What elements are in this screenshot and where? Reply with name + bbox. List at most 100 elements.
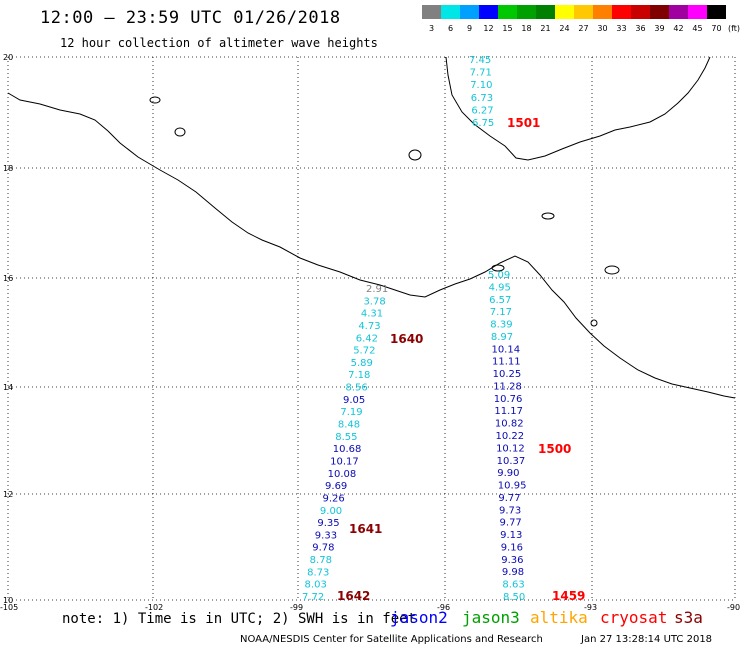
wave-height-value: 2.91 bbox=[366, 284, 388, 295]
wave-height-value: 9.05 bbox=[343, 395, 365, 406]
wave-height-value: 9.33 bbox=[315, 530, 337, 541]
legend-unit: (ft) bbox=[728, 24, 740, 33]
legend-swatch bbox=[574, 5, 593, 19]
timestamp: Jan 27 13:28:14 UTC 2018 bbox=[581, 634, 713, 645]
wave-height-value: 7.72 bbox=[302, 592, 324, 603]
wave-height-value: 9.13 bbox=[500, 530, 522, 541]
wave-height-value: 8.03 bbox=[305, 580, 327, 591]
wave-height-value: 5.72 bbox=[353, 346, 375, 357]
lat-tick-label: 14 bbox=[3, 383, 13, 392]
wave-height-value: 8.56 bbox=[346, 383, 368, 394]
island-outline bbox=[149, 96, 161, 104]
wave-height-value: 10.37 bbox=[497, 456, 526, 467]
wave-height-value: 7.10 bbox=[470, 80, 492, 91]
legend-label: 27 bbox=[578, 24, 588, 33]
legend-label: 9 bbox=[467, 24, 472, 33]
wave-height-value: 6.42 bbox=[356, 333, 378, 344]
lat-tick-label: 18 bbox=[3, 164, 13, 173]
pass-time-label: 1642 bbox=[337, 589, 370, 603]
pass-time-label: 1501 bbox=[507, 116, 540, 130]
wave-height-value: 10.76 bbox=[494, 394, 523, 405]
pass-time-label: 1459 bbox=[552, 589, 585, 603]
island-outline bbox=[408, 149, 422, 161]
wave-height-value: 10.14 bbox=[491, 344, 520, 355]
wave-height-value: 7.71 bbox=[470, 68, 492, 79]
footer-note: note: 1) Time is in UTC; 2) SWH is in fe… bbox=[62, 611, 417, 627]
wave-height-value: 11.28 bbox=[493, 381, 522, 392]
coastline bbox=[7, 56, 736, 399]
legend-swatch bbox=[422, 5, 441, 19]
wave-height-tracks: 2.913.78 4.314.736.42 5.725.897.18 8.569.05… bbox=[302, 55, 585, 603]
wave-height-value: 10.08 bbox=[328, 469, 357, 480]
legend-swatch bbox=[555, 5, 574, 19]
wave-height-value: 9.26 bbox=[322, 493, 344, 504]
wave-height-value: 5.89 bbox=[351, 358, 373, 369]
legend-label: 30 bbox=[597, 24, 607, 33]
lat-tick-label: 16 bbox=[3, 274, 13, 283]
wave-height-value: 3.78 bbox=[363, 296, 385, 307]
legend-label: 18 bbox=[521, 24, 531, 33]
legend-swatch bbox=[612, 5, 631, 19]
coastline-pacific bbox=[7, 92, 736, 399]
wave-height-value: 9.78 bbox=[312, 543, 334, 554]
wave-height-value: 4.95 bbox=[489, 282, 511, 293]
legend-swatch bbox=[460, 5, 479, 19]
legend-swatch bbox=[441, 5, 460, 19]
legend-label: 24 bbox=[559, 24, 569, 33]
lon-tick-label: -93 bbox=[584, 603, 597, 612]
legend-label: 36 bbox=[635, 24, 645, 33]
pass-time-label: 1500 bbox=[538, 442, 571, 456]
wave-height-value: 10.25 bbox=[493, 369, 522, 380]
lon-tick-label: -102 bbox=[145, 603, 163, 612]
page-title: 12:00 – 23:59 UTC 01/26/2018 bbox=[40, 8, 341, 28]
wave-height-value: 8.50 bbox=[503, 592, 525, 603]
lon-tick-label: -99 bbox=[290, 603, 303, 612]
wave-height-value: 10.12 bbox=[496, 443, 525, 454]
island-outline bbox=[590, 319, 598, 327]
wave-height-value: 9.73 bbox=[499, 505, 521, 516]
lon-tick-label: -96 bbox=[437, 603, 450, 612]
wave-height-value: 9.69 bbox=[325, 481, 347, 492]
wave-height-value: 7.45 bbox=[469, 55, 491, 66]
lat-tick-label: 20 bbox=[3, 53, 13, 62]
legend-label: 39 bbox=[654, 24, 664, 33]
satellite-jason3: jason3 bbox=[462, 608, 520, 627]
satellite-jason2: jason2 bbox=[390, 608, 448, 627]
wave-height-value: 4.73 bbox=[358, 321, 380, 332]
satellite-cryosat: cryosat bbox=[600, 608, 668, 627]
color-legend: 3 6 9 12 15 18 21 24 27 30 33 36 39 42 45 70 (ft) bbox=[422, 5, 740, 33]
legend-swatch bbox=[479, 5, 498, 19]
wave-height-value: 7.18 bbox=[348, 370, 370, 381]
legend-swatch bbox=[650, 5, 669, 19]
wave-height-value: 7.19 bbox=[340, 407, 362, 418]
page-subtitle: 12 hour collection of altimeter wave hei… bbox=[60, 36, 378, 50]
satellite-altika: altika bbox=[530, 608, 588, 627]
wave-height-value: 9.36 bbox=[501, 555, 523, 566]
legend-label: 3 bbox=[429, 24, 434, 33]
wave-height-value: 9.16 bbox=[501, 542, 523, 553]
legend-label: 21 bbox=[540, 24, 550, 33]
island-outline bbox=[541, 212, 555, 220]
lat-tick-label: 12 bbox=[3, 490, 13, 499]
legend-label: 6 bbox=[448, 24, 453, 33]
island-outline bbox=[491, 264, 505, 272]
wave-height-value: 6.57 bbox=[489, 295, 511, 306]
wave-height-value: 8.97 bbox=[491, 332, 513, 343]
wave-height-value: 4.31 bbox=[361, 309, 383, 320]
legend-label: 45 bbox=[692, 24, 702, 33]
wave-height-value: 9.90 bbox=[497, 468, 519, 479]
wave-height-value: 10.22 bbox=[496, 431, 525, 442]
legend-swatch bbox=[707, 5, 726, 19]
satellite-s3a: s3a bbox=[674, 608, 703, 627]
wave-height-value: 8.78 bbox=[310, 555, 332, 566]
legend-label: 33 bbox=[616, 24, 626, 33]
pass-time-label: 1641 bbox=[349, 522, 382, 536]
legend-swatch bbox=[498, 5, 517, 19]
wave-height-value: 10.95 bbox=[498, 481, 527, 492]
legend-swatch bbox=[688, 5, 707, 19]
credit-text: NOAA/NESDIS Center for Satellite Applica… bbox=[240, 634, 543, 645]
legend-swatch bbox=[669, 5, 688, 19]
legend-swatch bbox=[593, 5, 612, 19]
